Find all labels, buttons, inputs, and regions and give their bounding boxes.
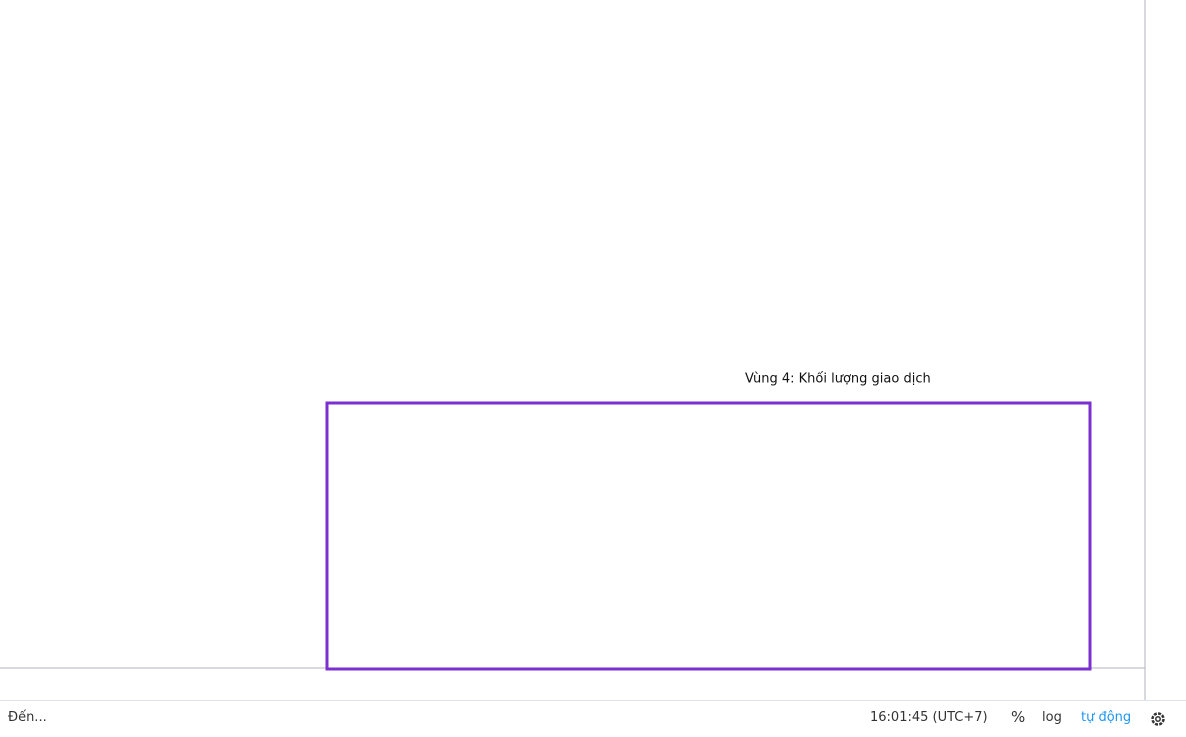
settings-icon[interactable] <box>1149 710 1167 728</box>
annotation: Vùng 4: Khối lượng giao dịch <box>745 372 931 387</box>
chart: Vùng 4: Khối lượng giao dịch <box>0 0 1146 700</box>
toolbar: Đến... 16:01:45 (UTC+7) % log tự động <box>0 700 1186 737</box>
auto-button[interactable]: tự động <box>1081 710 1132 725</box>
clock: 16:01:45 (UTC+7) <box>870 710 988 725</box>
percent-button[interactable]: % <box>1011 708 1026 726</box>
log-button[interactable]: log <box>1042 710 1062 725</box>
goto-button[interactable]: Đến... <box>8 710 47 725</box>
highlight-box <box>325 401 1092 671</box>
